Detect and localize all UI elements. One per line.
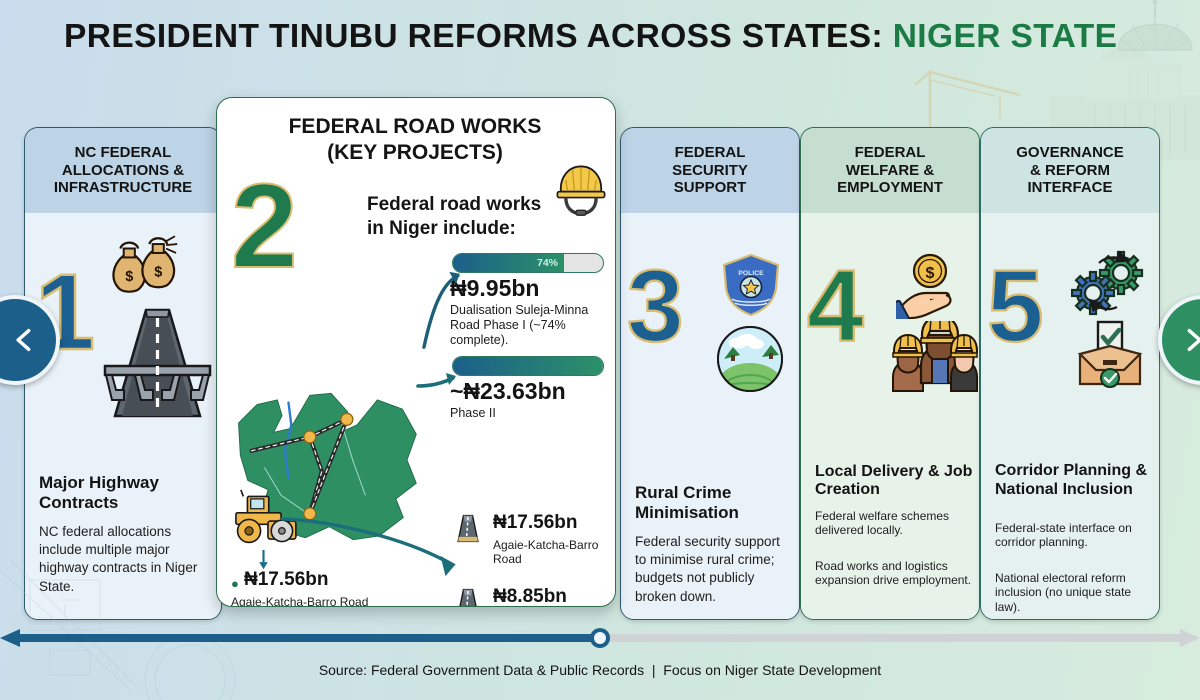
svg-text:$: $ bbox=[154, 264, 162, 280]
svg-text:$: $ bbox=[125, 269, 133, 285]
svg-text:$: $ bbox=[926, 265, 935, 282]
